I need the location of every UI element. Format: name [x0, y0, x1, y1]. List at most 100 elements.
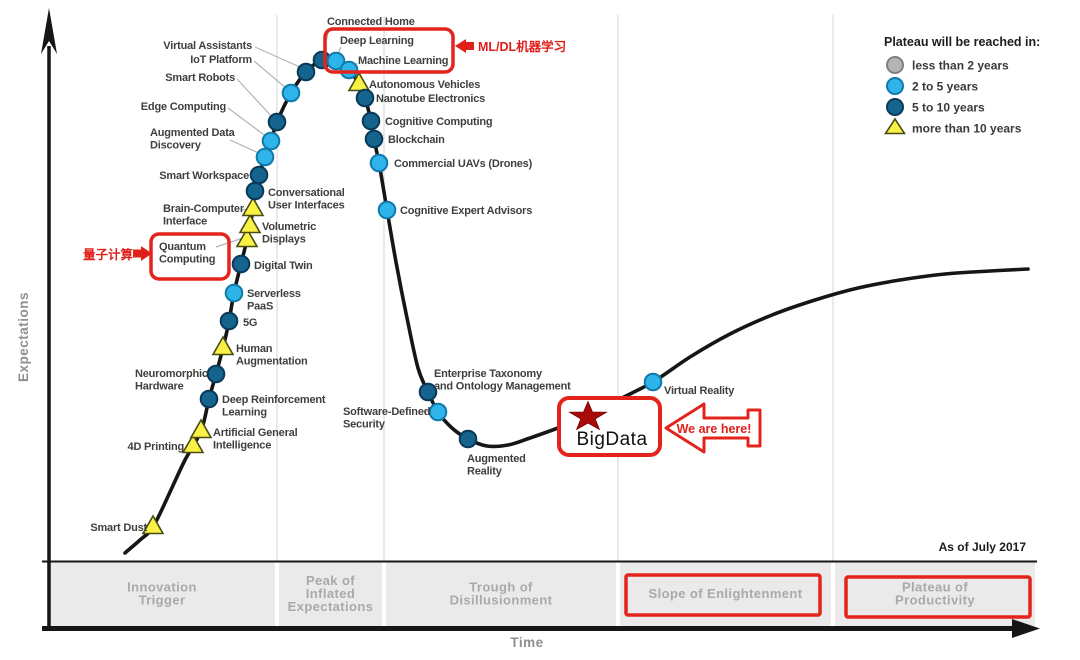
legend-circle-icon-1	[886, 77, 904, 95]
point-neuromorphic-hardware	[206, 364, 226, 384]
point-digital-twin	[231, 254, 251, 274]
human-augmentation-label: Human Augmentation	[236, 343, 308, 368]
point-volumetric-displays	[238, 213, 262, 234]
point-cognitive-expert-advisors	[377, 200, 397, 220]
point-quantum-computing	[235, 227, 259, 248]
5g-label: 5G	[243, 317, 257, 329]
x-axis-title: Time	[510, 635, 543, 650]
legend-item-label-1: 2 to 5 years	[912, 80, 978, 94]
artificial-general-intelligence-label: Artificial General Intelligence	[213, 427, 298, 452]
ml-dl-highlight-box	[323, 27, 455, 74]
brain-computer-interface-label: Brain-Computer Interface	[163, 203, 245, 228]
conversational-user-interfaces-label: Conversational User Interfaces	[268, 187, 345, 212]
point-human-augmentation	[211, 335, 235, 356]
autonomous-vehicles-label: Autonomous Vehicles	[369, 79, 480, 91]
legend-item-label-2: 5 to 10 years	[912, 101, 985, 115]
point-smart-robots	[267, 112, 287, 132]
iot-platform-label: IoT Platform	[190, 54, 252, 66]
phase-band-segment	[279, 562, 382, 626]
phase-band-segment	[386, 562, 616, 626]
y-axis-title: Expectations	[16, 292, 31, 382]
we-are-here-text: We are here!	[677, 422, 752, 436]
point-virtual-reality	[643, 372, 663, 392]
smart-robots-label: Smart Robots	[165, 72, 235, 84]
quantum-computing-label: Quantum Computing	[159, 241, 215, 266]
phase-band-segment	[47, 562, 275, 626]
point-augmented-data-discovery	[255, 147, 275, 167]
star-icon	[568, 400, 608, 431]
virtual-assistants-label: Virtual Assistants	[163, 40, 252, 52]
volumetric-displays-label: Volumetric Displays	[262, 221, 316, 246]
smart-robots-leader-line	[236, 78, 274, 119]
phase-label-4: Plateau of Productivity	[895, 580, 975, 608]
cognitive-computing-label: Cognitive Computing	[385, 116, 492, 128]
bigdata-label: BigData	[576, 429, 647, 450]
connected-home-label: Connected Home	[327, 16, 415, 28]
point-smart-dust	[141, 514, 165, 535]
as-of-date: As of July 2017	[939, 540, 1027, 554]
cognitive-expert-advisors-label: Cognitive Expert Advisors	[400, 205, 532, 217]
quantum-annotation-text: 量子计算	[83, 247, 134, 262]
machine-learning-label: Machine Learning	[358, 55, 448, 67]
point-enterprise-taxonomy-ontology	[418, 382, 438, 402]
point-machine-learning	[339, 60, 359, 80]
virtual-assistants-leader-line	[254, 46, 303, 69]
point-5g	[219, 311, 239, 331]
point-iot-platform	[281, 83, 301, 103]
point-conversational-user-interfaces	[245, 181, 265, 201]
x-axis-arrowhead-icon	[1012, 619, 1040, 638]
augmented-reality-label: Augmented Reality	[467, 453, 526, 478]
legend-title: Plateau will be reached in:	[884, 35, 1040, 49]
phase-label-3: Slope of Enlightenment	[649, 586, 803, 601]
ml-annotation-text: ML/DL机器学习	[478, 39, 566, 54]
legend-circle-icon-2	[886, 98, 904, 116]
point-cognitive-computing	[361, 111, 381, 131]
software-defined-security-label: Software-Defined Security	[343, 406, 430, 431]
point-deep-learning	[326, 51, 346, 71]
y-axis-arrowhead-icon	[41, 8, 57, 54]
deep-learning-label: Deep Learning	[340, 35, 414, 47]
ml-annotation-arrow-icon	[455, 39, 474, 53]
point-blockchain	[364, 129, 384, 149]
smart-workspace-label: Smart Workspace	[159, 170, 249, 182]
legend-item-label-0: less than 2 years	[912, 59, 1009, 73]
gridlines-layer	[276, 15, 834, 561]
point-commercial-uavs-drones	[369, 153, 389, 173]
point-serverless-paas	[224, 283, 244, 303]
point-autonomous-vehicles	[347, 71, 371, 92]
point-4d-printing	[181, 433, 205, 454]
legend-triangle-icon	[884, 117, 906, 135]
point-deep-reinforcement-learning	[199, 389, 219, 409]
point-virtual-assistants	[296, 62, 316, 82]
point-edge-computing	[261, 131, 281, 151]
point-augmented-reality	[458, 429, 478, 449]
legend-circle-icon-0	[886, 56, 904, 74]
phase-label-1: Peak of Inflated Expectations	[288, 573, 374, 614]
point-software-defined-security	[428, 402, 448, 422]
we-are-here-arrow-icon	[664, 402, 762, 454]
plateau-highlight-box	[844, 575, 1032, 619]
phase-labels-layer: Innovation Trigger Peak of Inflated Expectat…	[127, 573, 975, 614]
quantum-highlight-box	[149, 232, 231, 281]
enterprise-taxonomy-ontology-label: Enterprise Taxonomy and Ontology Manageme…	[434, 368, 571, 393]
nanotube-electronics-label: Nanotube Electronics	[376, 93, 485, 105]
legend-item-label-3: more than 10 years	[912, 122, 1022, 136]
point-artificial-general-intelligence	[189, 418, 213, 439]
blockchain-label: Blockchain	[388, 134, 445, 146]
4d-printing-label: 4D Printing	[128, 441, 184, 453]
commercial-uavs-drones-label: Commercial UAVs (Drones)	[394, 158, 533, 170]
point-smart-workspace	[249, 165, 269, 185]
digital-twin-label: Digital Twin	[254, 260, 313, 272]
smart-dust-label: Smart Dust	[90, 522, 147, 534]
neuromorphic-hardware-label: Neuromorphic Hardware	[135, 368, 208, 393]
iot-platform-leader-line	[253, 60, 288, 90]
virtual-reality-label: Virtual Reality	[664, 385, 735, 397]
point-labels-layer: Smart Dust 4D Printing Artificial General I…	[90, 16, 735, 534]
phase-label-0: Innovation Trigger	[127, 580, 197, 608]
point-nanotube-electronics	[355, 88, 375, 108]
phase-label-2: Trough of Disillusionment	[450, 580, 553, 608]
deep-reinforcement-learning-label: Deep Reinforcement Learning	[222, 394, 326, 419]
point-brain-computer-interface	[241, 196, 265, 217]
